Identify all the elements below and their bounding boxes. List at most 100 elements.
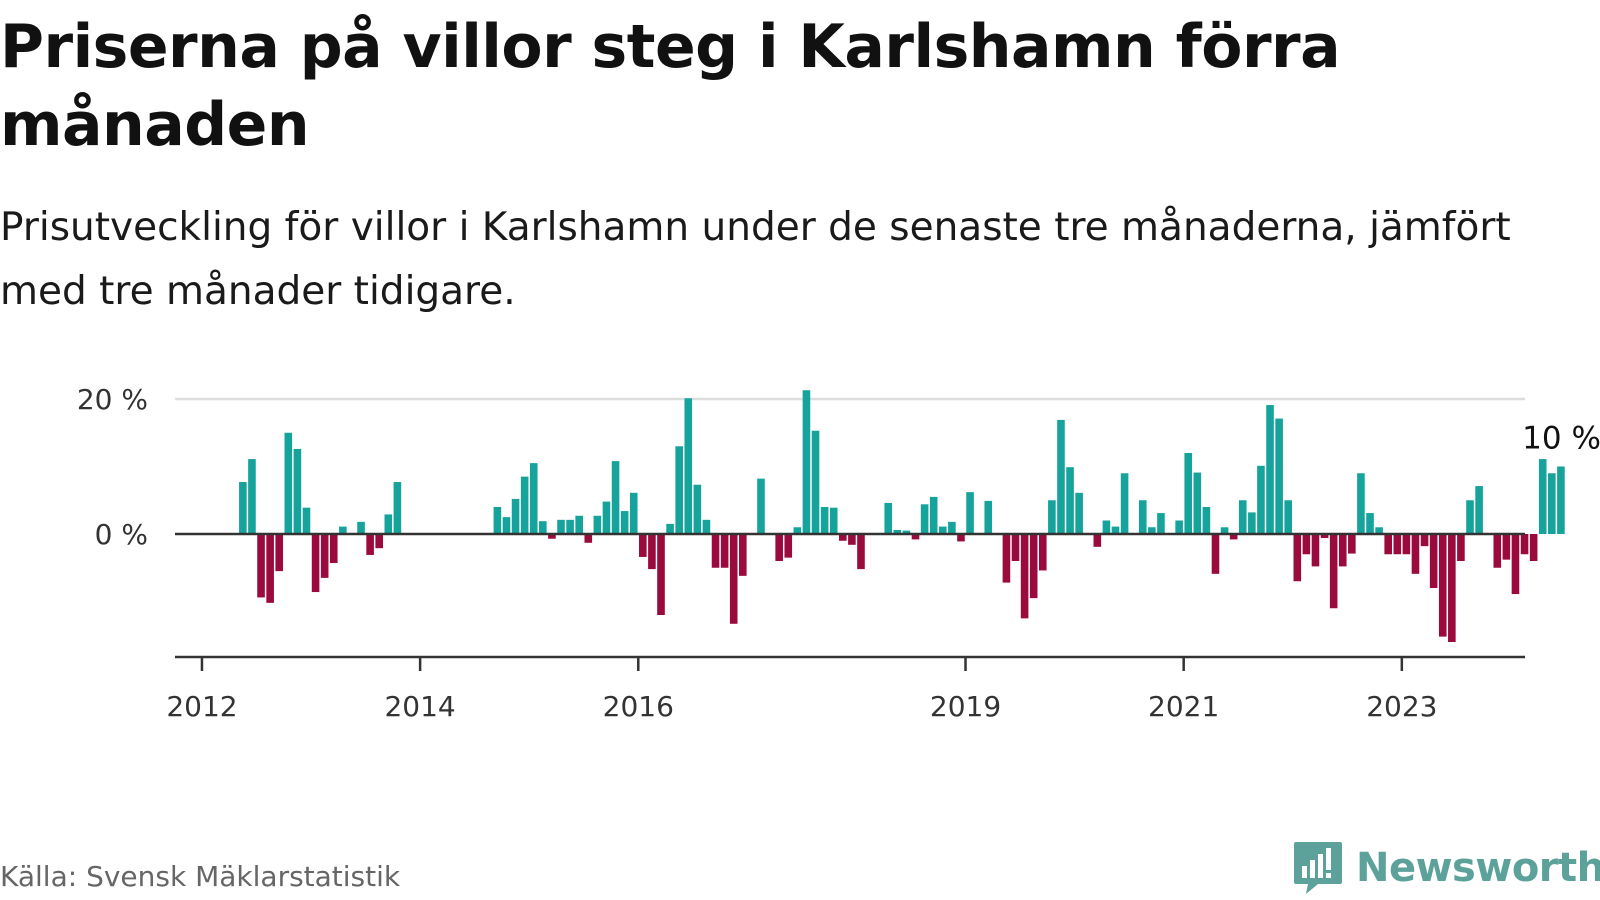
bar[interactable] [775, 534, 783, 561]
bar[interactable] [1557, 466, 1565, 535]
bar[interactable] [1275, 418, 1283, 534]
bar[interactable] [1384, 534, 1392, 555]
bar[interactable] [1438, 534, 1447, 637]
bar[interactable] [820, 507, 829, 534]
bar[interactable] [839, 534, 847, 541]
bar[interactable] [1493, 534, 1502, 568]
bar[interactable] [938, 526, 947, 535]
bar[interactable] [502, 517, 511, 535]
bar[interactable] [275, 534, 284, 572]
bar[interactable] [311, 534, 320, 593]
bar[interactable] [1220, 527, 1229, 534]
bar[interactable] [1193, 472, 1202, 534]
bar[interactable] [684, 398, 693, 534]
bar[interactable] [1248, 512, 1256, 534]
bar[interactable] [1238, 500, 1247, 534]
bar[interactable] [1075, 492, 1083, 534]
bar[interactable] [811, 430, 820, 535]
bar[interactable] [1038, 534, 1047, 571]
bar[interactable] [1029, 534, 1038, 599]
bar[interactable] [511, 498, 520, 534]
bar[interactable] [1111, 526, 1120, 535]
bar[interactable] [1357, 473, 1365, 534]
bar[interactable] [493, 507, 502, 534]
bar[interactable] [666, 523, 674, 535]
bar[interactable] [1157, 513, 1165, 535]
bar[interactable] [566, 519, 574, 535]
bar[interactable] [1529, 534, 1538, 561]
bar[interactable] [248, 459, 256, 534]
bar[interactable] [884, 502, 893, 534]
bar[interactable] [366, 534, 374, 555]
bar[interactable] [1002, 534, 1011, 583]
bar[interactable] [902, 530, 911, 535]
bar[interactable] [1020, 534, 1029, 619]
bar[interactable] [1202, 507, 1211, 534]
bar[interactable] [1375, 527, 1383, 534]
bar[interactable] [257, 534, 265, 598]
bar[interactable] [239, 482, 247, 534]
bar[interactable] [893, 529, 902, 534]
bar[interactable] [293, 448, 302, 534]
bar[interactable] [575, 515, 583, 534]
bar[interactable] [857, 534, 865, 570]
brand-logo[interactable]: Newsworthy [1292, 838, 1600, 898]
bar[interactable] [1184, 453, 1193, 534]
bar[interactable] [1457, 534, 1465, 561]
bar[interactable] [911, 534, 920, 540]
bar[interactable] [593, 515, 602, 534]
bar[interactable] [1120, 473, 1129, 534]
bar[interactable] [1366, 513, 1374, 535]
bar[interactable] [948, 521, 956, 534]
bar[interactable] [1502, 534, 1511, 560]
bar[interactable] [1102, 520, 1111, 535]
bar[interactable] [1475, 486, 1483, 534]
bar[interactable] [966, 492, 974, 534]
bar[interactable] [520, 476, 529, 535]
bar[interactable] [1402, 534, 1411, 555]
bar[interactable] [302, 507, 311, 534]
bar[interactable] [920, 504, 929, 534]
bar[interactable] [1420, 534, 1429, 547]
bar[interactable] [1511, 534, 1520, 595]
bar[interactable] [784, 534, 793, 558]
bar[interactable] [675, 446, 683, 534]
bar[interactable] [729, 534, 738, 624]
bar[interactable] [702, 519, 711, 535]
bar[interactable] [375, 534, 384, 549]
bar[interactable] [384, 514, 393, 534]
bar[interactable] [793, 527, 802, 534]
bar[interactable] [1229, 534, 1238, 540]
bar[interactable] [620, 511, 629, 534]
bar[interactable] [1093, 534, 1102, 547]
bar[interactable] [757, 478, 765, 534]
bar[interactable] [1538, 459, 1547, 534]
bar[interactable] [629, 492, 638, 534]
bar[interactable] [1138, 500, 1147, 534]
bar[interactable] [929, 496, 938, 535]
bar[interactable] [1302, 534, 1311, 555]
bar[interactable] [529, 463, 538, 535]
bar[interactable] [1448, 534, 1456, 642]
bar[interactable] [957, 534, 965, 542]
bar[interactable] [266, 534, 274, 603]
bar[interactable] [1011, 534, 1020, 561]
bar[interactable] [829, 507, 838, 534]
bar[interactable] [984, 500, 993, 535]
bar[interactable] [1211, 534, 1220, 574]
bar[interactable] [1348, 534, 1356, 554]
bar[interactable] [1329, 534, 1338, 609]
bar[interactable] [557, 519, 565, 535]
bar[interactable] [711, 534, 720, 568]
bar[interactable] [1257, 465, 1265, 534]
bar[interactable] [1293, 534, 1302, 582]
bar[interactable] [602, 501, 611, 534]
bar[interactable] [320, 534, 329, 578]
bar[interactable] [657, 534, 665, 615]
bar[interactable] [1048, 500, 1056, 534]
bar[interactable] [1057, 419, 1065, 534]
bar[interactable] [848, 534, 856, 545]
bar[interactable] [1520, 534, 1529, 555]
bar[interactable] [1393, 534, 1402, 555]
bar[interactable] [548, 534, 556, 539]
